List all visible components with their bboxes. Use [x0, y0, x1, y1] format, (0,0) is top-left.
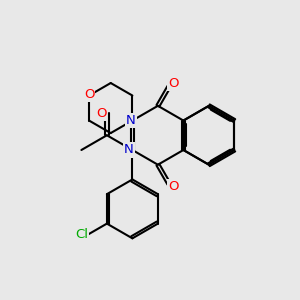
Text: Cl: Cl: [75, 228, 88, 241]
Text: O: O: [84, 88, 94, 100]
Text: O: O: [168, 180, 178, 193]
Text: N: N: [124, 143, 134, 157]
Text: N: N: [126, 114, 136, 127]
Text: O: O: [96, 107, 106, 120]
Text: O: O: [168, 77, 178, 90]
